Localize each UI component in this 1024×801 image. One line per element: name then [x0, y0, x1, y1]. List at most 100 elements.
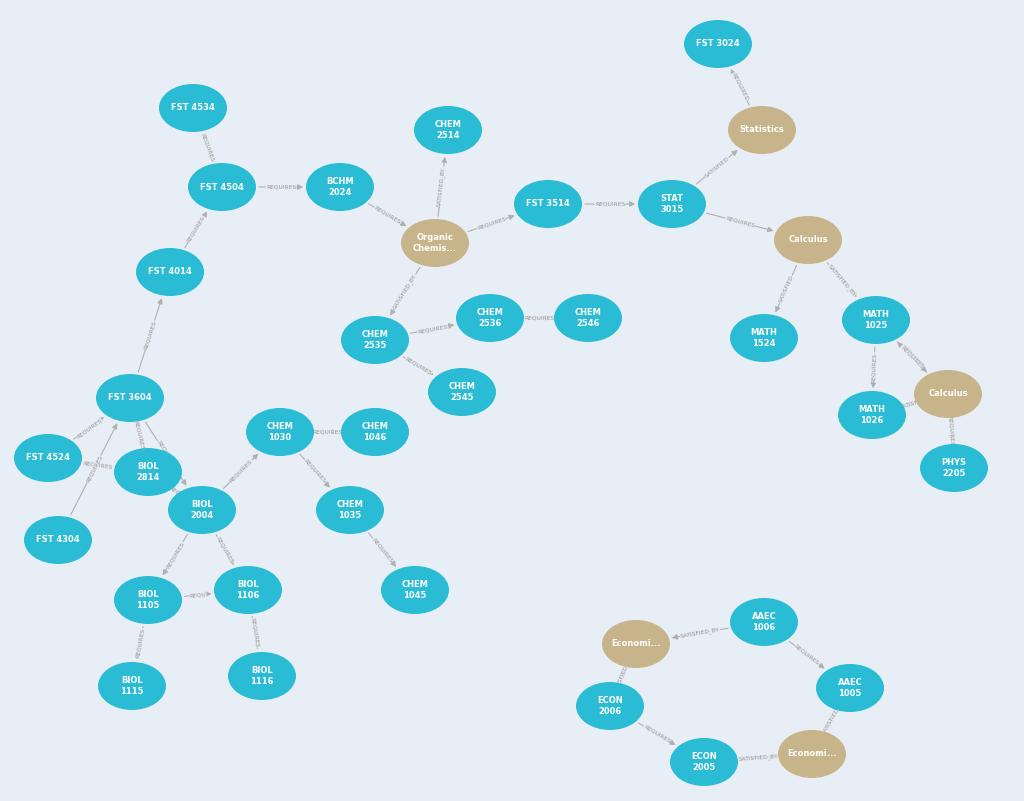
Text: SATISFIED: SATISFIED — [821, 706, 841, 735]
Ellipse shape — [114, 448, 182, 496]
Ellipse shape — [24, 516, 92, 564]
Text: REQUIRES: REQUIRES — [524, 316, 554, 320]
Text: REQUIRES: REQUIRES — [143, 320, 157, 350]
Ellipse shape — [456, 294, 524, 342]
Text: Calculus: Calculus — [928, 389, 968, 399]
Text: SATISFIED_BY: SATISFIED_BY — [738, 754, 778, 763]
Text: BIOL
2004: BIOL 2004 — [190, 501, 214, 520]
Text: REQUIRES: REQUIRES — [165, 541, 185, 570]
Ellipse shape — [575, 682, 644, 730]
Text: REQUIRES: REQUIRES — [200, 132, 215, 163]
Text: REQUIRES: REQUIRES — [228, 459, 253, 484]
Text: SATISFIED_BY: SATISFIED_BY — [827, 263, 857, 297]
Text: Organic
Chemis...: Organic Chemis... — [413, 233, 457, 252]
Ellipse shape — [778, 730, 846, 778]
Text: CHEM
1035: CHEM 1035 — [337, 501, 364, 520]
Text: REQUIRES: REQUIRES — [476, 216, 507, 231]
Ellipse shape — [728, 106, 796, 154]
Text: REQUIRES: REQUIRES — [870, 352, 878, 383]
Ellipse shape — [188, 163, 256, 211]
Text: MATH
1026: MATH 1026 — [858, 405, 886, 425]
Text: SATISFIED: SATISFIED — [703, 155, 730, 179]
Text: MATH
1025: MATH 1025 — [862, 310, 890, 330]
Ellipse shape — [838, 391, 906, 439]
Text: MATH
1524: MATH 1524 — [751, 328, 777, 348]
Text: FST 4504: FST 4504 — [200, 183, 244, 191]
Ellipse shape — [602, 620, 670, 668]
Ellipse shape — [774, 216, 842, 264]
Text: CHEM
1045: CHEM 1045 — [401, 580, 428, 600]
Ellipse shape — [114, 576, 182, 624]
Text: REQUIRES: REQUIRES — [76, 417, 102, 439]
Ellipse shape — [381, 566, 449, 614]
Text: REQUIRES: REQUIRES — [83, 461, 114, 469]
Text: Calculus: Calculus — [788, 235, 827, 244]
Text: CHEM
2546: CHEM 2546 — [574, 308, 601, 328]
Text: BIOL
1115: BIOL 1115 — [120, 676, 143, 696]
Text: SATISFIED_BY: SATISFIED_BY — [680, 627, 720, 639]
Text: FST 3024: FST 3024 — [696, 39, 739, 49]
Ellipse shape — [14, 434, 82, 482]
Text: SATISFIED: SATISFIED — [900, 344, 925, 369]
Ellipse shape — [159, 84, 227, 132]
Ellipse shape — [168, 486, 236, 534]
Ellipse shape — [730, 598, 798, 646]
Text: FST 4524: FST 4524 — [26, 453, 70, 462]
Ellipse shape — [428, 368, 496, 416]
Ellipse shape — [514, 180, 582, 228]
Ellipse shape — [638, 180, 706, 228]
Text: BIOL
1105: BIOL 1105 — [136, 590, 160, 610]
Text: BIOL
1106: BIOL 1106 — [237, 580, 260, 600]
Text: REQUIRES: REQUIRES — [900, 344, 925, 369]
Text: CHEM
1030: CHEM 1030 — [266, 422, 294, 441]
Ellipse shape — [341, 408, 409, 456]
Text: REQUIRES: REQUIRES — [371, 537, 394, 563]
Text: REQUIRES: REQUIRES — [133, 420, 145, 450]
Text: SATISFIED_BY: SATISFIED_BY — [392, 273, 418, 310]
Text: SATISFIED_BY: SATISFIED_BY — [436, 167, 446, 207]
Text: STAT
3015: STAT 3015 — [660, 195, 684, 214]
Text: BCHM
2024: BCHM 2024 — [327, 177, 354, 197]
Text: AAEC
1006: AAEC 1006 — [752, 612, 776, 632]
Ellipse shape — [914, 370, 982, 418]
Text: SATISFIED_BY: SATISFIED_BY — [612, 655, 633, 694]
Text: REQUIRED: REQUIRED — [947, 416, 954, 447]
Text: Economi...: Economi... — [787, 750, 837, 759]
Ellipse shape — [341, 316, 409, 364]
Text: SATISFIED: SATISFIED — [777, 275, 795, 304]
Text: PHYS
2205: PHYS 2205 — [941, 458, 967, 477]
Text: FST 4534: FST 4534 — [171, 103, 215, 112]
Text: REQUIRES: REQUIRES — [794, 644, 820, 666]
Text: REQUIRES: REQUIRES — [85, 454, 103, 484]
Text: FST 3514: FST 3514 — [526, 199, 570, 208]
Text: REQUIRES: REQUIRES — [186, 215, 206, 244]
Text: REQUIRES: REQUIRES — [417, 324, 447, 334]
Text: CHEM
1046: CHEM 1046 — [361, 422, 388, 441]
Ellipse shape — [98, 662, 166, 710]
Text: REQUIRES: REQUIRES — [725, 215, 756, 228]
Text: Economi...: Economi... — [611, 639, 660, 649]
Text: REQUIRES: REQUIRES — [643, 724, 671, 744]
Text: ECON
2005: ECON 2005 — [691, 752, 717, 771]
Text: BIOL
2814: BIOL 2814 — [136, 462, 160, 481]
Text: REQUIRES: REQUIRES — [156, 440, 176, 468]
Text: REQU: REQU — [189, 592, 207, 598]
Ellipse shape — [228, 652, 296, 700]
Text: REQUIRES: REQUIRES — [303, 458, 327, 484]
Text: BIOL
1116: BIOL 1116 — [250, 666, 273, 686]
Text: CHEM
2535: CHEM 2535 — [361, 330, 388, 350]
Ellipse shape — [730, 314, 798, 362]
Ellipse shape — [816, 664, 884, 712]
Ellipse shape — [670, 738, 738, 786]
Ellipse shape — [401, 219, 469, 267]
Text: AAEC
1005: AAEC 1005 — [838, 678, 862, 698]
Text: Statistics: Statistics — [739, 126, 784, 135]
Text: CHEM
2536: CHEM 2536 — [476, 308, 504, 328]
Ellipse shape — [554, 294, 622, 342]
Text: FST 3604: FST 3604 — [109, 393, 152, 402]
Text: REQUIRED: REQUIRED — [731, 72, 750, 102]
Ellipse shape — [842, 296, 910, 344]
Ellipse shape — [136, 248, 204, 296]
Ellipse shape — [920, 444, 988, 492]
Text: REQUIRES: REQUIRES — [312, 429, 343, 434]
